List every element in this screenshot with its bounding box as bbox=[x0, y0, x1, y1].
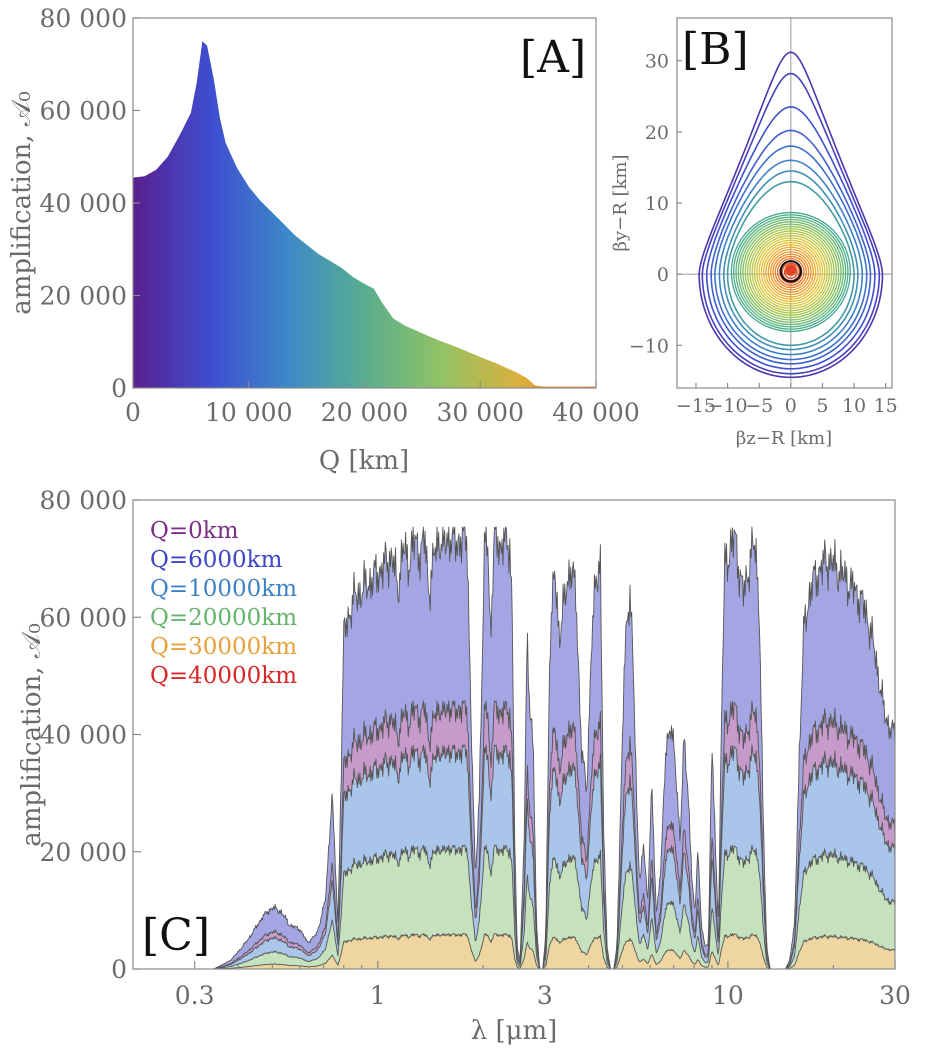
x-tick-label: 10 bbox=[842, 395, 866, 417]
panel-b-xlabel: βz−R [km] bbox=[736, 428, 832, 449]
panel-b-ylabel: βy−R [km] bbox=[610, 155, 631, 252]
y-tick-label: 80 000 bbox=[40, 4, 127, 33]
panel-c-legend: Q=0km Q=6000km Q=10000km Q=20000km Q=30000km… bbox=[150, 518, 297, 689]
panel-a-label: [A] bbox=[520, 32, 586, 83]
y-tick-label: 30 bbox=[645, 51, 669, 73]
contour-circle bbox=[767, 248, 814, 296]
contour-circle bbox=[769, 251, 812, 293]
contour-circle bbox=[760, 241, 821, 303]
legend-entry: Q=0km bbox=[150, 518, 239, 544]
contour-circle bbox=[744, 225, 838, 319]
x-tick-label: −15 bbox=[676, 395, 716, 417]
x-tick-label: 0.3 bbox=[175, 981, 215, 1010]
panel-b-label: [B] bbox=[682, 24, 749, 75]
legend-entry: Q=10000km bbox=[150, 576, 297, 602]
panel-c-ticks: 0.3 1 3 10 30 0 20 000 40 000 60 000 80 000 bbox=[40, 486, 911, 1010]
contour-circle bbox=[735, 216, 847, 328]
contour-teardrop bbox=[701, 72, 881, 375]
x-tick-label: 5 bbox=[816, 395, 828, 417]
y-tick-label: 0 bbox=[111, 374, 127, 403]
panel-a-xlabel: Q [km] bbox=[319, 446, 409, 476]
panel-c-xlabel: λ [μm] bbox=[471, 1016, 558, 1046]
contour-teardrop bbox=[722, 170, 859, 351]
amplification-area bbox=[133, 41, 596, 388]
y-tick-label: 10 bbox=[645, 193, 669, 215]
contour-circle bbox=[756, 237, 826, 307]
y-tick-label: 20 000 bbox=[40, 838, 127, 867]
contour-circle bbox=[742, 223, 840, 321]
panel-c: 0.3 1 3 10 30 0 20 000 40 000 60 000 80 000 Q=0km… bbox=[17, 486, 911, 1046]
contour-circle bbox=[733, 214, 849, 330]
legend-entry: Q=40000km bbox=[150, 663, 297, 689]
contour-teardrop bbox=[710, 129, 872, 365]
x-tick-label: 0 bbox=[785, 395, 797, 417]
y-tick-label: 40 000 bbox=[40, 189, 127, 218]
contour-circle bbox=[746, 228, 835, 316]
source-circle bbox=[779, 260, 803, 283]
panel-a: 0 10 000 20 000 30 000 40 000 0 20 000 40 000 60… bbox=[7, 4, 640, 476]
x-tick-label: 10 bbox=[712, 981, 744, 1010]
x-tick-label: −5 bbox=[745, 395, 773, 417]
y-tick-label: 0 bbox=[657, 264, 669, 286]
x-tick-label: 3 bbox=[537, 981, 553, 1010]
contour-circle bbox=[751, 232, 831, 312]
y-tick-label: 40 000 bbox=[40, 721, 127, 750]
contour-circle bbox=[739, 221, 842, 323]
y-tick-label: 0 bbox=[111, 955, 127, 984]
contour-circle bbox=[753, 235, 828, 310]
panel-b-plot-area bbox=[677, 18, 892, 388]
contour-circle bbox=[774, 255, 808, 289]
contour-circle bbox=[737, 218, 844, 326]
x-tick-label: 10 000 bbox=[205, 398, 292, 427]
contour-teardrop bbox=[705, 106, 876, 370]
contour-circle bbox=[776, 258, 805, 286]
panel-c-label: [C] bbox=[142, 910, 210, 961]
x-tick-label: 1 bbox=[370, 981, 386, 1010]
y-tick-label: 20 bbox=[645, 122, 669, 144]
legend-entry: Q=20000km bbox=[150, 605, 297, 631]
panel-c-ylabel: amplification, 𝒜₀ bbox=[17, 623, 47, 847]
contour-circle bbox=[765, 246, 817, 298]
contour-circle bbox=[758, 239, 824, 305]
panel-a-ylabel: amplification, 𝒜₀ bbox=[7, 91, 37, 315]
contour-circle bbox=[749, 230, 833, 314]
contour-circle bbox=[730, 211, 851, 333]
panel-a-ticks: 0 10 000 20 000 30 000 40 000 0 20 000 40 000 60… bbox=[40, 4, 640, 427]
contour-circle bbox=[772, 253, 810, 291]
x-tick-label: 20 000 bbox=[321, 398, 408, 427]
y-tick-label: 60 000 bbox=[40, 603, 127, 632]
contour-teardrop bbox=[714, 145, 868, 361]
contour-circle bbox=[763, 244, 819, 300]
y-tick-label: −10 bbox=[629, 335, 669, 357]
y-tick-label: 20 000 bbox=[40, 282, 127, 311]
source-disk bbox=[784, 263, 798, 277]
panel-a-plot-area bbox=[133, 41, 596, 388]
x-tick-label: 15 bbox=[874, 395, 898, 417]
x-tick-label: 0 bbox=[125, 398, 141, 427]
x-tick-label: −10 bbox=[708, 395, 748, 417]
contour-teardrop bbox=[726, 180, 855, 347]
legend-entry: Q=6000km bbox=[150, 547, 283, 573]
x-tick-label: 40 000 bbox=[552, 398, 639, 427]
y-tick-label: 80 000 bbox=[40, 486, 127, 515]
panel-c-plot-area bbox=[133, 526, 895, 969]
y-tick-label: 60 000 bbox=[40, 97, 127, 126]
legend-entry: Q=30000km bbox=[150, 634, 297, 660]
contour-teardrop bbox=[718, 159, 864, 356]
x-tick-label: 30 bbox=[879, 981, 911, 1010]
contour-teardrop bbox=[698, 51, 884, 379]
x-tick-label: 30 000 bbox=[437, 398, 524, 427]
